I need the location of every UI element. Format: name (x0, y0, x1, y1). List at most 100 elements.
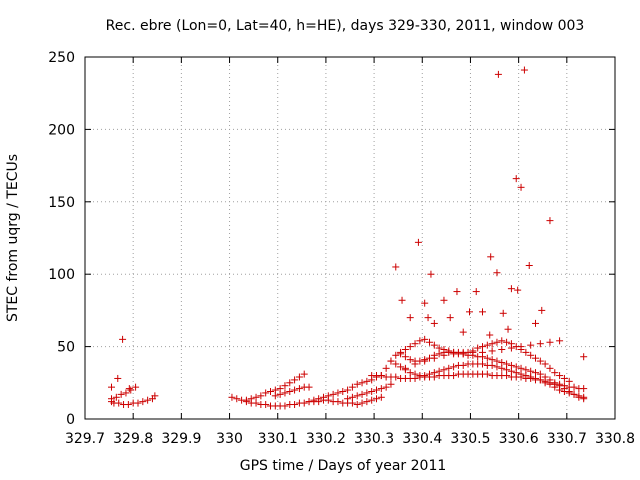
data-point-marker (507, 361, 515, 369)
data-point-marker (459, 361, 467, 369)
data-point-marker (398, 296, 406, 304)
data-point-marker (507, 344, 515, 352)
data-point-marker (556, 372, 564, 380)
data-point-marker (348, 383, 356, 391)
x-axis-label: GPS time / Days of year 2011 (240, 458, 447, 474)
data-point-marker (353, 380, 361, 388)
x-tick-label: 330.2 (306, 431, 346, 447)
data-point-marker (310, 396, 318, 404)
data-point-marker (382, 383, 390, 391)
data-point-marker (348, 393, 356, 401)
data-point-marker (286, 379, 294, 387)
data-point-marker (512, 175, 520, 183)
data-point-marker (560, 385, 568, 393)
data-point-marker (397, 363, 405, 371)
data-point-marker (517, 364, 525, 372)
data-point-marker (358, 390, 366, 398)
data-point-marker (315, 395, 323, 403)
x-tick-label: 330.3 (354, 431, 394, 447)
data-point-marker (377, 372, 385, 380)
data-point-marker (430, 369, 438, 377)
data-point-marker (459, 328, 467, 336)
data-point-marker (387, 357, 395, 365)
data-point-marker (305, 383, 313, 391)
data-point-marker (119, 335, 127, 343)
data-point-marker (446, 314, 454, 322)
data-point-marker (479, 348, 486, 356)
data-point-marker (127, 386, 135, 394)
data-point-marker (228, 393, 236, 401)
data-point-marker (291, 386, 299, 394)
data-point-marker (570, 383, 578, 391)
data-point-marker (507, 285, 515, 293)
data-point-marker (382, 364, 390, 372)
x-tick-label: 330.4 (402, 431, 442, 447)
data-point-marker (453, 288, 461, 296)
data-point-marker (363, 389, 371, 397)
data-point-marker (377, 385, 385, 393)
data-point-marker (421, 335, 429, 343)
data-point-marker (406, 356, 414, 364)
x-tick-label: 329.7 (65, 431, 105, 447)
data-point-marker (435, 344, 443, 352)
data-point-marker (551, 379, 559, 387)
data-point-marker (139, 398, 147, 406)
data-point-marker (291, 376, 299, 384)
data-point-marker (329, 390, 337, 398)
data-point-marker (430, 319, 438, 327)
data-point-marker (353, 392, 361, 400)
data-point-marker (520, 66, 528, 74)
data-point-marker (541, 360, 549, 368)
data-point-marker (233, 395, 241, 403)
data-point-marker (527, 351, 535, 359)
data-point-marker (488, 347, 496, 355)
data-point-marker (125, 385, 133, 393)
x-tick-label: 330.7 (547, 431, 587, 447)
data-point-marker (271, 392, 279, 400)
data-point-marker (339, 387, 347, 395)
data-point-marker (368, 396, 376, 404)
data-point-marker (151, 392, 159, 400)
data-point-marker (373, 395, 380, 403)
data-point-marker (450, 372, 458, 380)
data-point-marker (112, 393, 120, 401)
data-point-marker (262, 389, 270, 397)
data-point-marker (344, 386, 352, 394)
data-point-marker (487, 253, 495, 261)
y-tick-label: 250 (48, 50, 75, 66)
data-point-marker (108, 383, 115, 391)
data-point-marker (334, 398, 342, 406)
y-tick-label: 0 (66, 412, 75, 428)
x-tick-label: 330 (216, 431, 243, 447)
data-point-marker (541, 373, 549, 381)
data-point-marker (532, 319, 539, 327)
data-point-marker (416, 337, 424, 345)
data-point-marker (514, 286, 522, 294)
data-point-marker (358, 399, 366, 407)
data-point-marker (483, 341, 491, 349)
data-point-marker (144, 396, 152, 404)
data-point-marker (401, 353, 409, 361)
x-axis-ticks: 329.7 329.8 329.9 330 330.1 330.2 330.3 330.4 33… (65, 57, 635, 447)
data-point-marker (517, 343, 525, 351)
data-point-marker (377, 393, 385, 401)
data-point-marker (397, 350, 405, 358)
data-point-marker (551, 369, 559, 377)
y-tick-label: 100 (48, 267, 75, 283)
data-point-marker (252, 393, 260, 401)
data-point-marker (546, 376, 554, 384)
data-point-marker (242, 396, 250, 404)
data-point-marker (363, 377, 371, 385)
x-tick-label: 330.6 (499, 431, 539, 447)
data-point-marker (257, 392, 265, 400)
y-tick-label: 200 (48, 122, 75, 138)
data-point-marker (406, 343, 414, 351)
data-point-marker (387, 380, 395, 388)
data-point-marker (426, 338, 433, 346)
data-point-marker (486, 331, 494, 339)
y-tick-label: 150 (48, 195, 75, 211)
data-point-marker (527, 341, 535, 349)
data-point-marker (291, 401, 299, 409)
data-point-marker (305, 398, 313, 406)
